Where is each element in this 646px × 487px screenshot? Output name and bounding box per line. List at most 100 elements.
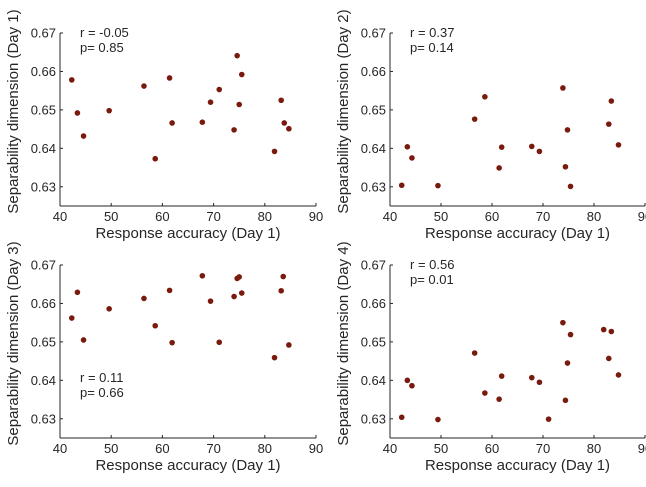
data-point xyxy=(74,289,81,296)
correlation-r-label: r = 0.37 xyxy=(410,25,454,40)
data-point xyxy=(482,94,488,100)
y-tick-label: 0.65 xyxy=(361,334,386,349)
data-point xyxy=(106,107,112,114)
data-point xyxy=(271,354,278,361)
data-point xyxy=(435,182,441,189)
x-tick-label: 40 xyxy=(383,209,397,224)
y-tick-label: 0.65 xyxy=(361,102,386,117)
data-point xyxy=(528,143,535,150)
data-point xyxy=(68,315,75,321)
data-point xyxy=(615,372,622,378)
data-point xyxy=(238,290,245,296)
data-point xyxy=(482,390,488,396)
data-point xyxy=(281,120,288,126)
data-point xyxy=(404,377,411,384)
y-tick-label: 0.65 xyxy=(31,102,56,117)
data-point xyxy=(409,155,415,161)
data-point xyxy=(409,382,415,389)
data-point xyxy=(271,148,278,155)
y-axis-label: Separability dimension (Day 2) xyxy=(335,9,352,213)
y-tick-label: 0.67 xyxy=(31,258,56,273)
data-point xyxy=(600,326,607,333)
correlation-r-label: r = 0.56 xyxy=(410,257,454,272)
data-point xyxy=(498,373,505,379)
data-point xyxy=(152,155,159,162)
y-tick-label: 0.67 xyxy=(361,258,386,273)
y-tick-label: 0.66 xyxy=(361,64,386,79)
data-point xyxy=(536,148,543,155)
data-point xyxy=(238,71,245,78)
data-point xyxy=(80,337,87,343)
data-point xyxy=(471,350,478,356)
x-tick-label: 40 xyxy=(53,209,67,224)
x-tick-label: 80 xyxy=(258,441,272,456)
x-axis-label: Response accuracy (Day 1) xyxy=(425,457,610,474)
x-axis-label: Response accuracy (Day 1) xyxy=(425,225,610,242)
scatter-panel-3: 40 50 60 70 80 90 0.63 0.64 0.65 0.66 0.67 Response… xyxy=(5,241,323,474)
data-point xyxy=(404,143,411,150)
x-tick-label: 80 xyxy=(587,441,601,456)
data-point xyxy=(471,116,478,122)
data-point xyxy=(608,328,615,335)
data-point xyxy=(169,339,175,346)
data-point xyxy=(278,97,284,104)
data-point xyxy=(231,127,237,133)
x-axis-label: Response accuracy (Day 1) xyxy=(95,457,280,474)
data-point xyxy=(74,110,81,116)
data-point xyxy=(398,182,405,189)
y-axis-label: Separability dimension (Day 4) xyxy=(335,241,352,445)
data-point xyxy=(564,127,571,133)
data-point xyxy=(605,121,612,127)
correlation-r-label: r = 0.11 xyxy=(80,370,123,385)
correlation-p-label: p= 0.01 xyxy=(410,272,454,287)
data-point xyxy=(216,86,223,93)
data-point xyxy=(496,396,502,402)
data-point xyxy=(562,163,569,170)
data-point xyxy=(528,374,535,381)
y-tick-label: 0.63 xyxy=(361,179,386,194)
data-point xyxy=(496,165,502,171)
data-point xyxy=(68,77,75,83)
x-tick-label: 90 xyxy=(638,209,646,224)
x-tick-label: 60 xyxy=(155,209,169,224)
y-tick-label: 0.66 xyxy=(31,64,56,79)
y-tick-label: 0.63 xyxy=(31,411,56,426)
data-point xyxy=(615,142,622,148)
x-tick-label: 60 xyxy=(485,209,499,224)
scatter-panel-4: 40 50 60 70 80 90 0.63 0.64 0.65 0.66 0.67 Response… xyxy=(335,241,646,474)
x-tick-label: 60 xyxy=(155,441,169,456)
y-tick-label: 0.64 xyxy=(361,141,386,156)
data-point xyxy=(216,339,223,346)
data-point xyxy=(560,319,566,326)
data-point xyxy=(567,183,574,190)
data-point xyxy=(207,99,214,105)
y-tick-label: 0.66 xyxy=(361,296,386,311)
data-point xyxy=(236,101,242,108)
x-tick-label: 40 xyxy=(383,441,397,456)
correlation-p-label: p= 0.66 xyxy=(80,385,124,400)
y-tick-label: 0.63 xyxy=(361,411,386,426)
y-tick-label: 0.67 xyxy=(361,26,386,41)
y-tick-label: 0.67 xyxy=(31,26,56,41)
x-tick-label: 90 xyxy=(638,441,646,456)
data-point xyxy=(231,293,237,300)
data-point xyxy=(435,416,441,423)
y-axis-label: Separability dimension (Day 1) xyxy=(5,9,22,213)
x-tick-label: 50 xyxy=(104,209,118,224)
y-tick-label: 0.64 xyxy=(361,373,386,388)
data-point xyxy=(141,83,147,89)
x-tick-label: 90 xyxy=(309,441,323,456)
data-point xyxy=(141,295,147,302)
y-tick-label: 0.65 xyxy=(31,334,56,349)
data-point xyxy=(199,119,206,125)
y-axis-label: Separability dimension (Day 3) xyxy=(5,241,22,445)
data-point xyxy=(567,331,574,338)
data-point xyxy=(564,360,571,366)
data-point xyxy=(536,379,543,386)
data-point xyxy=(236,274,242,280)
x-tick-label: 50 xyxy=(434,209,448,224)
data-point xyxy=(207,298,214,304)
data-point xyxy=(545,416,552,422)
scatter-panel-1: 40 50 60 70 80 90 0.63 0.64 0.65 0.66 0.67 Response… xyxy=(5,9,323,242)
correlation-r-label: r = -0.05 xyxy=(80,25,129,40)
